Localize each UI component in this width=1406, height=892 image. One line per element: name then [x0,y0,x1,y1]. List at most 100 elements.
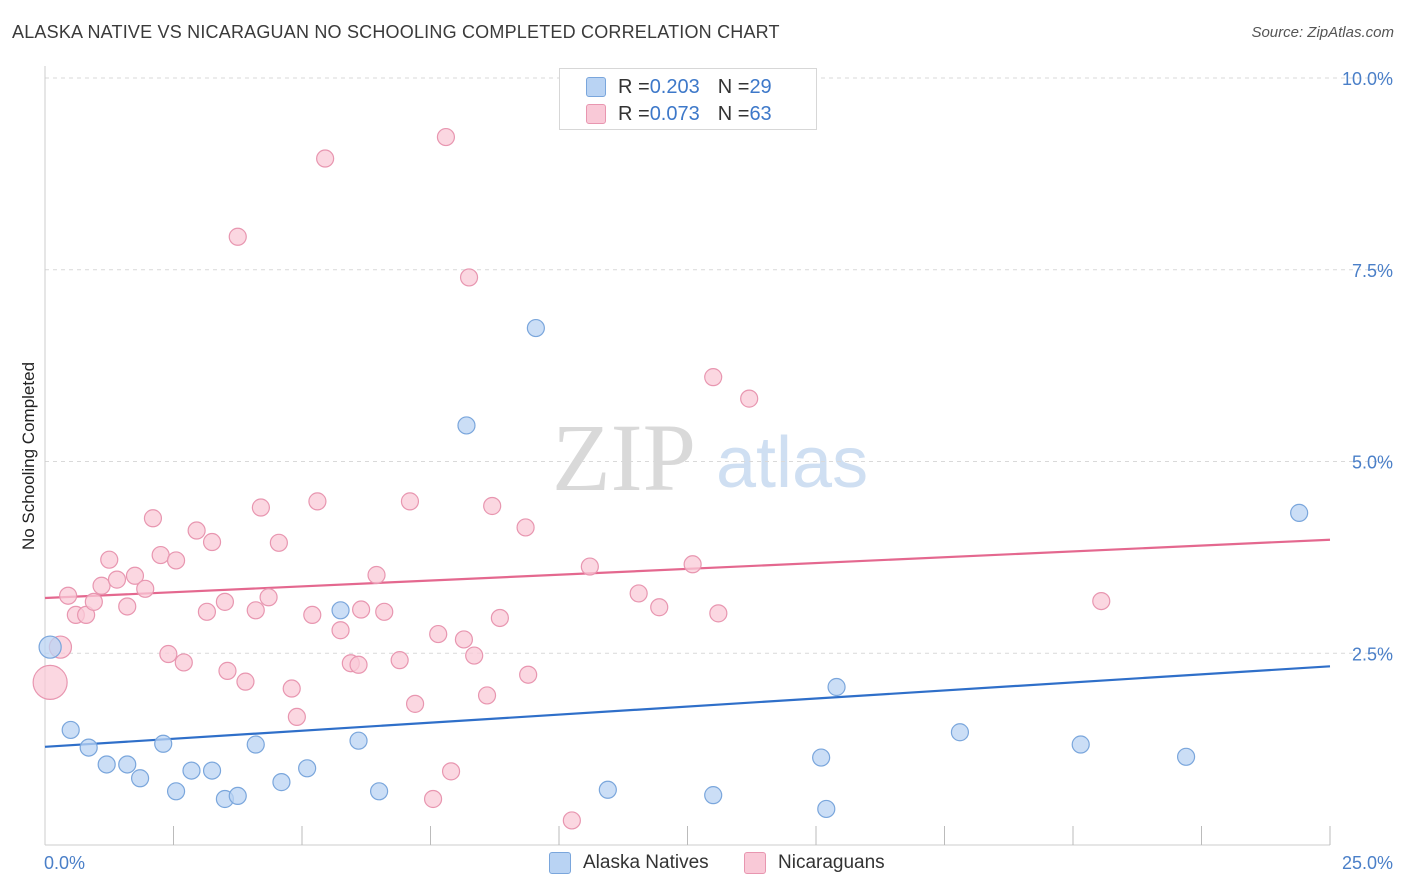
legend-row-nicaraguans: R = 0.073 N = 63 [586,101,772,127]
blue-swatch-icon [586,77,606,97]
nicaraguan-point [349,655,368,674]
nicaraguan-point [454,630,474,649]
nicaraguan-point [331,621,350,640]
alaska-native-point [202,761,222,780]
nicaraguan-point [709,604,728,623]
alaska-native-point [38,635,62,659]
nicaraguan-point [580,557,599,576]
nicaraguan-point [483,496,502,516]
nicaraguans-points [32,127,1111,830]
legend-item-alaska-natives[interactable]: Alaska Natives [549,852,709,874]
y-axis-title: No Schooling Completed [19,362,38,550]
y-tick-label: 5.0% [1352,453,1393,473]
watermark-zip: ZIP [552,404,696,511]
alaska-native-point [130,769,150,788]
alaska-native-point [61,720,80,740]
nicaraguan-point [236,672,255,691]
watermark-atlas: atlas [716,423,868,503]
tick-labels: 2.5% 5.0% 7.5% 10.0% 0.0% 25.0% [44,69,1393,873]
nicaraguan-point [303,605,322,625]
nicaraguan-point [92,576,111,595]
legend-n-label: N = [717,75,750,98]
nicaraguan-point [1092,591,1111,611]
nicaraguan-point [683,555,702,574]
nicaraguan-point [516,518,535,537]
legend-item-nicaraguans[interactable]: Nicaraguans [744,852,885,874]
nicaraguan-point [477,686,497,705]
alaska-native-point [598,780,617,799]
alaska-native-point [1290,503,1309,522]
legend-n-label: N = [717,102,750,125]
alaska-native-point [182,761,201,780]
alaska-native-point [349,731,368,750]
alaska-native-point [154,734,173,753]
nicaraguan-point [519,665,538,684]
nicaraguan-point [187,521,206,540]
pink-swatch-icon [744,852,766,874]
nicaraguan-point [490,608,509,628]
legend-label: Alaska Natives [583,852,709,873]
nicaraguan-point [352,600,371,619]
legend-r-label: R = [618,75,650,98]
nicaraguan-point [197,602,217,621]
nicaraguan-point [218,661,237,680]
alaska-native-point [817,799,836,819]
nicaraguan-point [375,602,394,621]
alaska-native-point [228,786,247,806]
legend-n-value: 29 [749,75,772,98]
nicaraguan-point [423,789,443,809]
alaska-native-point [246,735,265,754]
nicaraguan-point [259,588,278,607]
alaska-native-point [827,677,846,697]
nicaraguan-point [107,570,127,589]
legend-row-alaska-natives: R = 0.203 N = 29 [586,74,772,100]
nicaraguan-point [316,149,335,168]
nicaraguan-point [436,127,456,147]
chart-title: ALASKA NATIVE VS NICARAGUAN NO SCHOOLING… [12,22,780,42]
legend-r-value: 0.073 [649,102,700,125]
alaska-native-point [704,786,723,805]
nicaraguan-point [400,492,420,511]
nicaraguan-point [308,492,327,511]
nicaraguan-point [629,584,648,603]
alaska-native-point [1176,747,1196,766]
nicaraguan-point [59,586,78,605]
y-tick-label: 10.0% [1342,69,1393,89]
y-tick-label: 7.5% [1352,261,1393,281]
nicaraguan-point [465,646,484,665]
alaska-native-point [370,782,389,801]
alaska-native-point [457,416,476,435]
legend-label: Nicaraguans [778,852,885,873]
nicaraguan-point [118,597,137,616]
nicaraguan-point [562,811,581,830]
x-tick-label-max: 25.0% [1342,853,1393,873]
nicaraguan-point [390,651,409,670]
nicaraguan-point [269,533,288,552]
x-tick-label-min: 0.0% [44,853,85,873]
axes [44,66,1331,846]
alaska-native-point [812,748,831,767]
alaska-native-point [1071,735,1090,754]
nicaraguan-point [740,389,759,408]
nicaraguan-point [84,592,103,611]
nicaraguan-point [405,694,425,713]
nicaraguan-point [441,762,461,781]
series-legend: Alaska Natives Nicaraguans [0,852,1406,878]
alaska-native-point [272,773,291,792]
nicaraguan-point [166,551,186,570]
alaska-native-point [79,738,98,757]
alaska-native-point [526,318,545,338]
legend-n-value: 63 [749,102,772,125]
nicaraguan-point [143,509,163,528]
nicaraguan-point [704,368,723,387]
nicaraguan-point [159,644,178,664]
nicaraguan-point [215,592,234,611]
nicaraguan-point [429,624,448,644]
alaska-natives-trend-line [44,665,1331,748]
alaska-native-point [118,755,137,774]
alaska-native-point [950,723,970,742]
nicaraguan-point [459,268,479,287]
nicaraguan-point [100,550,119,569]
nicaraguan-point [367,565,386,585]
